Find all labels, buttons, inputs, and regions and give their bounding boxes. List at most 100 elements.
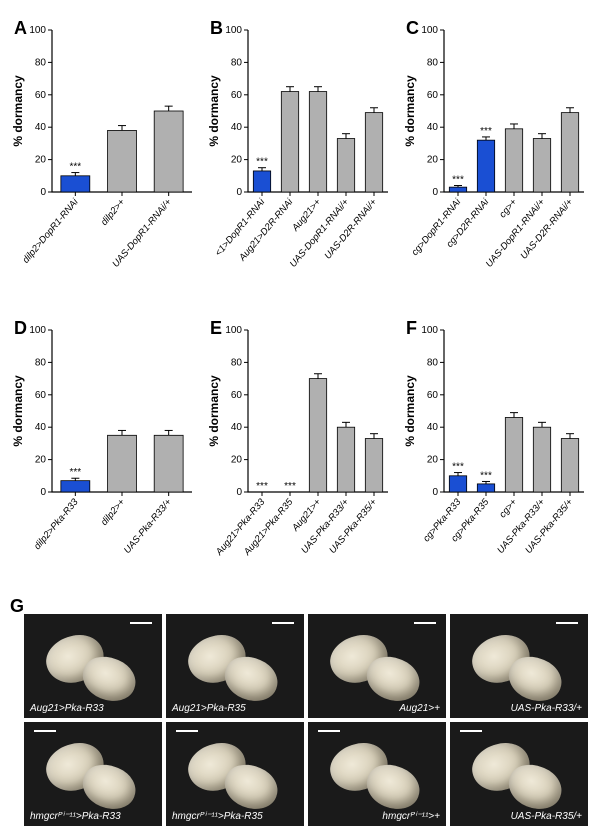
svg-text:40: 40 [35,122,47,133]
ovary-photo: Aug21>+ [308,614,446,718]
svg-text:40: 40 [427,422,439,433]
svg-text:40: 40 [231,422,243,433]
svg-text:dilp2>DopR1-RNAi: dilp2>DopR1-RNAi [20,196,81,265]
chart-panel-B: 0 20 40 60 80 100 % dormancy *** <1>DopR1-RNAiAu… [206,20,394,290]
svg-text:0: 0 [236,187,242,198]
photo-caption: hmgcrᴾⁱ⁻¹¹>Pka-R35 [172,811,263,822]
svg-text:***: *** [69,162,81,173]
panel-label-F: F [406,318,417,339]
ovary-photo: hmgcrᴾⁱ⁻¹¹>Pka-R35 [166,722,304,826]
svg-text:100: 100 [421,25,438,36]
svg-text:80: 80 [35,57,47,68]
svg-text:cg>DopR1-RNAi: cg>DopR1-RNAi [410,196,464,258]
svg-text:100: 100 [29,325,46,336]
photo-caption: Aug21>Pka-R33 [30,703,104,714]
panel-label-G: G [10,596,24,617]
photo-row: hmgcrᴾⁱ⁻¹¹>Pka-R33 hmgcrᴾⁱ⁻¹¹>Pka-R35 hmgc… [24,722,588,826]
svg-text:% dormancy: % dormancy [207,75,221,147]
photo-caption: hmgcrᴾⁱ⁻¹¹>Pka-R33 [30,811,121,822]
ovary-photo: Aug21>Pka-R35 [166,614,304,718]
svg-text:40: 40 [231,122,243,133]
svg-text:0: 0 [40,487,46,498]
photo-caption: hmgcrᴾⁱ⁻¹¹>+ [382,811,440,822]
svg-text:100: 100 [225,25,242,36]
svg-text:UAS-D2R-RNAi/+: UAS-D2R-RNAi/+ [519,197,576,262]
svg-text:% dormancy: % dormancy [11,375,25,447]
svg-text:% dormancy: % dormancy [11,75,25,147]
svg-text:60: 60 [427,90,439,101]
chart-panel-F: 020406080100% dormancy***cg>Pka-R33***cg… [402,320,590,590]
svg-text:80: 80 [35,357,47,368]
ovary-photo: UAS-Pka-R33/+ [450,614,588,718]
scale-bar [318,730,340,732]
svg-text:***: *** [256,481,268,492]
ovary-photo: hmgcrᴾⁱ⁻¹¹>+ [308,722,446,826]
svg-text:Aug21>Pka-R33: Aug21>Pka-R33 [213,496,268,558]
ovary-photo: Aug21>Pka-R33 [24,614,162,718]
svg-text:% dormancy: % dormancy [207,375,221,447]
panel-label-A: A [14,18,27,39]
panel-label-B: B [210,18,223,39]
svg-text:***: *** [284,481,296,492]
scale-bar [34,730,56,732]
svg-text:0: 0 [236,487,242,498]
svg-text:20: 20 [35,455,47,466]
photo-row: Aug21>Pka-R33 Aug21>Pka-R35 Aug21>+ UAS-Pka… [24,614,588,718]
svg-text:***: *** [452,462,464,473]
panel-label-E: E [210,318,222,339]
svg-text:0: 0 [40,187,46,198]
svg-text:<1>DopR1-RNAi: <1>DopR1-RNAi [213,196,268,258]
svg-text:100: 100 [225,325,242,336]
svg-text:UAS-D2R-RNAi/+: UAS-D2R-RNAi/+ [323,197,380,262]
svg-text:dilp2>+: dilp2>+ [99,197,128,228]
chart-panel-D: 020406080100% dormancy***dilp2>Pka-R33di… [10,320,198,590]
svg-text:cg>+: cg>+ [497,497,519,521]
svg-text:20: 20 [427,455,439,466]
svg-text:80: 80 [231,57,243,68]
svg-text:***: *** [256,157,268,168]
svg-text:***: *** [480,470,492,481]
scale-bar [130,622,152,624]
svg-text:Aug21>Pka-R35: Aug21>Pka-R35 [241,496,296,558]
svg-text:dilp2>Pka-R33: dilp2>Pka-R33 [32,496,81,552]
svg-text:40: 40 [35,422,47,433]
chart-panel-C: 0 20 40 60 80 100 % dormancy *** cg>DopR1-RNAi **… [402,20,590,290]
svg-text:0: 0 [432,487,438,498]
svg-text:0: 0 [432,187,438,198]
photo-caption: Aug21>Pka-R35 [172,703,246,714]
svg-text:20: 20 [35,155,47,166]
svg-text:20: 20 [231,455,243,466]
svg-text:UAS-Pka-R33/+: UAS-Pka-R33/+ [122,497,174,556]
svg-text:dilp2>+: dilp2>+ [99,497,128,528]
scale-bar [272,622,294,624]
svg-text:cg>+: cg>+ [497,197,519,221]
chart-panel-A: 0 20 40 60 80 100 % dormancy *** dilp2>DopR1-RNA… [10,20,198,290]
svg-text:80: 80 [427,357,439,368]
photo-caption: UAS-Pka-R33/+ [511,703,582,714]
svg-text:80: 80 [427,57,439,68]
svg-text:60: 60 [231,90,243,101]
chart-panel-E: 020406080100% dormancy***Aug21>Pka-R33**… [206,320,394,590]
svg-text:20: 20 [427,155,439,166]
svg-text:% dormancy: % dormancy [403,75,417,147]
svg-text:40: 40 [427,122,439,133]
photo-caption: UAS-Pka-R35/+ [511,811,582,822]
scale-bar [556,622,578,624]
svg-text:Aug21>D2R-RNAi: Aug21>D2R-RNAi [237,196,296,264]
svg-text:***: *** [480,126,492,137]
svg-text:100: 100 [29,25,46,36]
svg-text:60: 60 [427,390,439,401]
svg-text:80: 80 [231,357,243,368]
panel-label-D: D [14,318,27,339]
svg-text:20: 20 [231,155,243,166]
scale-bar [414,622,436,624]
photo-caption: Aug21>+ [399,703,440,714]
panel-label-C: C [406,18,419,39]
scale-bar [460,730,482,732]
ovary-photo: UAS-Pka-R35/+ [450,722,588,826]
svg-text:60: 60 [35,90,47,101]
svg-text:% dormancy: % dormancy [403,375,417,447]
svg-text:60: 60 [35,390,47,401]
svg-text:***: *** [452,175,464,186]
svg-text:100: 100 [421,325,438,336]
